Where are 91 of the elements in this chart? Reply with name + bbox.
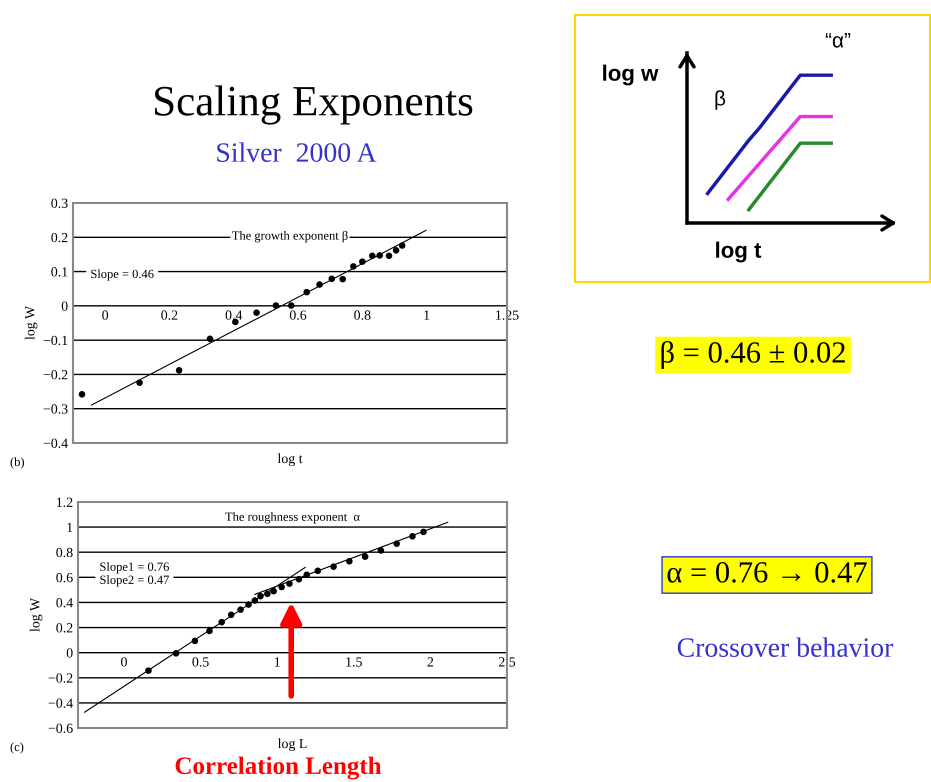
y-tick-label: 1 [67, 522, 72, 532]
x-tick-label: 1 [424, 310, 430, 320]
x-tick-label: 0.2 [161, 310, 178, 320]
y-tick-label: 0.3 [51, 198, 68, 208]
point [264, 590, 271, 598]
x-tick-label: 0.8 [354, 310, 370, 320]
point [245, 601, 252, 608]
point [393, 540, 400, 547]
point [359, 258, 366, 265]
point [376, 252, 383, 259]
point [339, 276, 346, 282]
text: Crossover behavior [678, 637, 894, 657]
y-tick-label: 0.2 [51, 232, 68, 242]
x-axis-title: log t [716, 242, 762, 262]
point [369, 252, 376, 260]
y-tick-label: −0.3 [44, 404, 68, 414]
x-axis-title: log L [278, 738, 307, 752]
point [253, 309, 260, 316]
y-tick-label: 0.6 [56, 572, 73, 582]
point [272, 302, 280, 309]
y-tick-label: −0.4 [44, 438, 68, 448]
text: (b) [10, 457, 24, 469]
text: Correlation Length [176, 756, 382, 780]
x-tick-label: 1.5 [346, 657, 362, 667]
point [257, 592, 264, 600]
point [278, 584, 285, 590]
point [330, 563, 337, 570]
y-axis-title: log W [24, 306, 38, 340]
y-tick-label: 0.2 [56, 623, 72, 633]
x-tick-label: 1 [274, 657, 280, 666]
point [378, 547, 384, 554]
annotation: The growth exponent β [232, 230, 348, 242]
point [303, 288, 310, 296]
point [136, 379, 143, 386]
point [206, 628, 213, 634]
y-tick-label: 0.4 [56, 598, 73, 608]
point [145, 667, 152, 674]
point [316, 281, 323, 288]
y-tick-label: 0 [66, 648, 73, 658]
y-tick-label: −0.6 [48, 724, 73, 734]
annotation: Slope1 = 0.76 Slope2 = 0.47 [100, 562, 169, 587]
annotation: The roughness exponent α [225, 512, 360, 524]
point [192, 638, 198, 644]
point [420, 528, 427, 536]
chart-title: Scaling Exponents [155, 85, 472, 125]
point [362, 553, 368, 560]
point [218, 618, 226, 626]
point [409, 532, 416, 540]
point [288, 302, 295, 309]
x-axis-title: log t [278, 453, 302, 466]
text: α = 0.76 → 0.47 [668, 562, 867, 583]
point [314, 568, 322, 574]
point [206, 335, 214, 342]
y-tick-label: −0.2 [44, 370, 68, 380]
point [392, 247, 400, 254]
point [228, 611, 235, 618]
x-tick-label: 2 [428, 657, 434, 666]
text: “α” [826, 33, 850, 48]
y-tick-label: 0.8 [56, 548, 73, 558]
y-tick-label: −0.1 [44, 336, 68, 346]
point [237, 606, 244, 614]
point [296, 576, 302, 583]
point [398, 242, 406, 249]
y-axis-title: log W [30, 598, 42, 632]
point [286, 580, 293, 587]
chart-subtitle: Silver 2000 A [217, 142, 376, 162]
x-tick-label: 0 [121, 657, 127, 667]
y-tick-label: −0.4 [48, 698, 73, 708]
y-tick-label: −0.2 [48, 673, 72, 683]
point [346, 558, 353, 565]
point [303, 572, 310, 578]
point [176, 367, 182, 374]
point [350, 263, 357, 270]
y-axis-title: log w [603, 64, 658, 86]
annotation: β [715, 90, 726, 110]
point [270, 588, 277, 594]
x-tick-label: 0.4 [226, 310, 242, 320]
x-tick-label: 0 [102, 310, 108, 320]
point [172, 650, 180, 657]
y-tick-label: 0.1 [51, 267, 68, 277]
point [78, 391, 86, 398]
point [252, 597, 258, 604]
x-tick-label: 0.6 [290, 310, 306, 320]
annotation: Slope = 0.46 [91, 269, 154, 281]
x-tick-label: 0.5 [192, 657, 209, 667]
point [386, 252, 392, 260]
y-tick-label: 1.2 [57, 498, 72, 508]
text: (c) [10, 742, 24, 754]
y-tick-label: 0 [62, 301, 68, 311]
text: β = 0.46 ± 0.02 [661, 340, 845, 370]
point [328, 275, 336, 282]
